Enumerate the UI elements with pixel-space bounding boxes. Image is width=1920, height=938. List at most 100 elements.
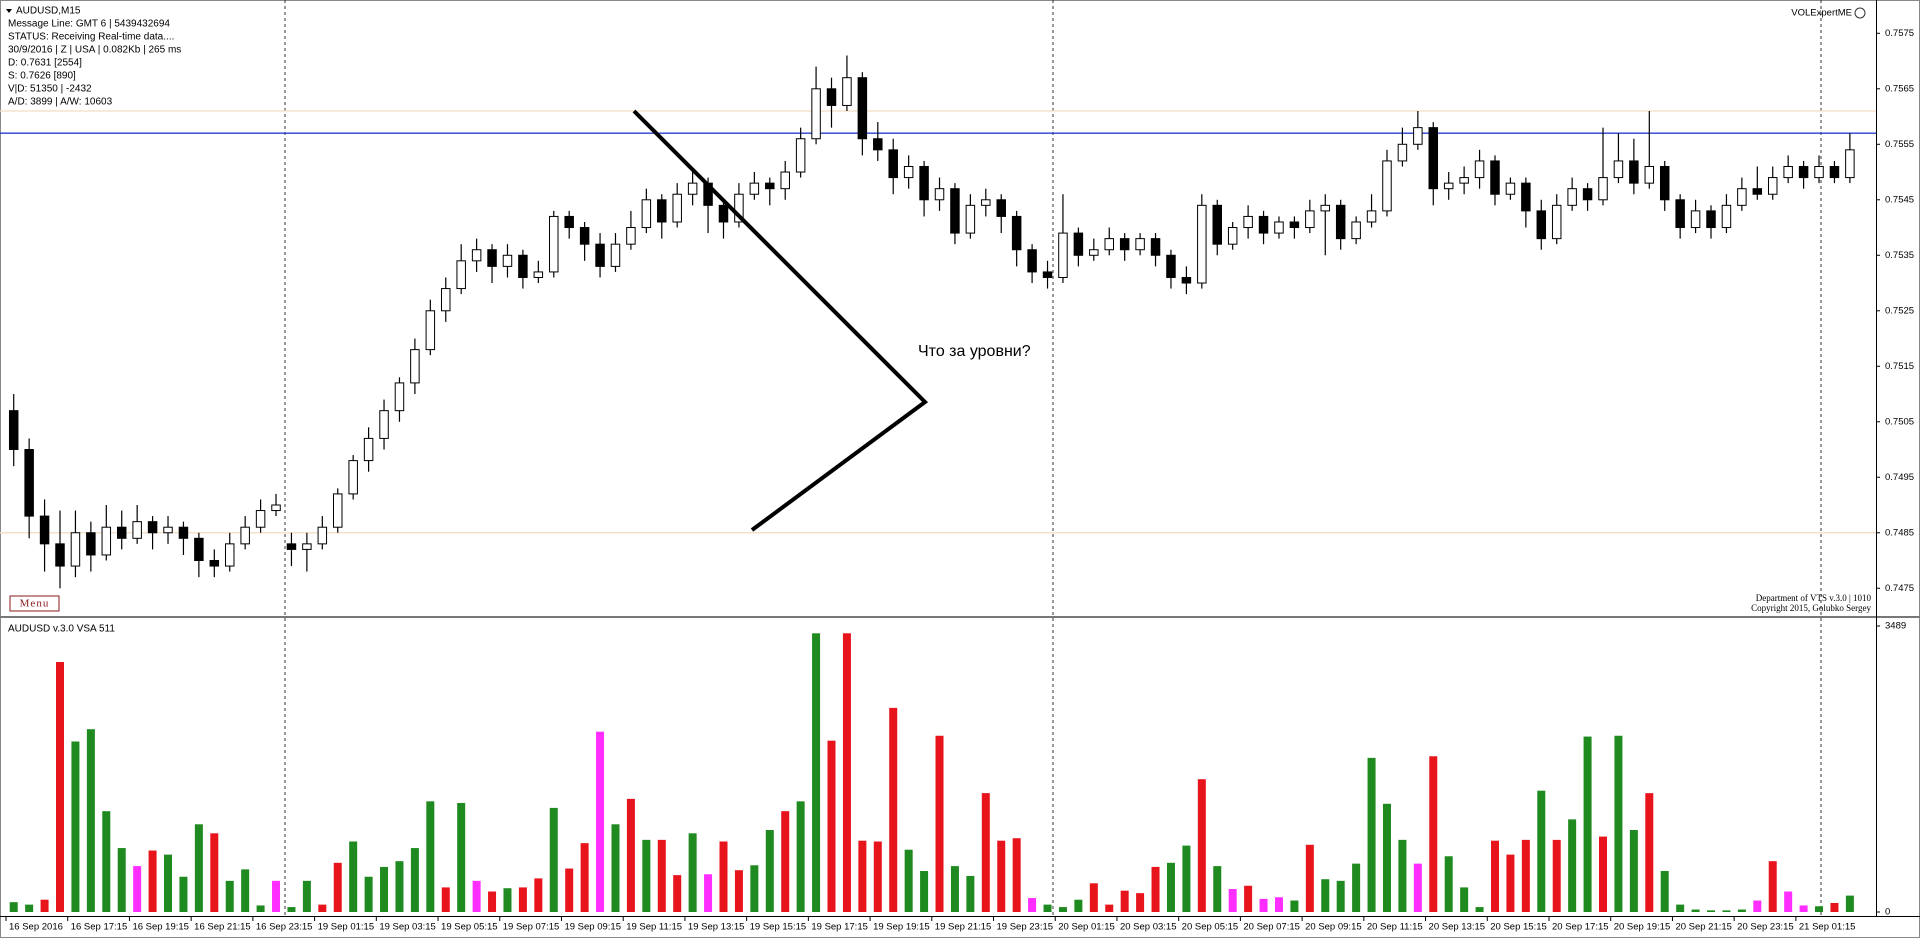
- candle-body: [1443, 182, 1454, 190]
- volume-bar: [1151, 866, 1160, 912]
- volume-bar: [194, 824, 203, 912]
- volume-bar: [1259, 898, 1268, 912]
- candle-body: [1289, 221, 1300, 229]
- volume-bar: [441, 887, 450, 912]
- candle-body: [1212, 204, 1222, 245]
- volume-bar: [1614, 735, 1623, 912]
- info-line: A/D: 3899 | A/W: 10603: [8, 97, 113, 108]
- x-tick-label: 16 Sep 21:15: [194, 922, 251, 933]
- volume-bar: [395, 861, 404, 912]
- volume-bar: [565, 868, 574, 912]
- footer-line: Copyright 2015, Golubko Sergey: [1751, 603, 1871, 613]
- volume-bar: [164, 854, 173, 912]
- candle-body: [178, 526, 189, 539]
- x-tick-label: 19 Sep 13:15: [688, 922, 745, 933]
- candle-body: [1845, 149, 1855, 179]
- volume-bar: [71, 741, 80, 912]
- volume-bar: [1398, 839, 1407, 912]
- volume-bar: [889, 707, 898, 912]
- volume-bar: [210, 833, 219, 912]
- volume-bar: [1676, 904, 1685, 912]
- candle-body: [24, 449, 34, 517]
- candle-body: [795, 138, 806, 173]
- volume-bar: [1244, 885, 1253, 912]
- candle-body: [749, 182, 760, 195]
- candle-body: [1181, 276, 1192, 284]
- candle-body: [657, 199, 667, 223]
- candle-body: [1351, 221, 1361, 240]
- candle-body: [1166, 254, 1176, 278]
- candle-body: [595, 243, 605, 267]
- candle-body: [934, 188, 945, 201]
- menu-label[interactable]: Menu: [20, 598, 50, 610]
- candle-body: [1721, 204, 1732, 229]
- info-line: V|D: 51350 | -2432: [8, 84, 92, 95]
- volume-bar: [920, 871, 929, 912]
- x-tick-label: 19 Sep 15:15: [750, 922, 807, 933]
- x-tick-label: 19 Sep 21:15: [935, 922, 992, 933]
- volume-bar: [302, 880, 311, 912]
- candle-body: [1150, 238, 1161, 256]
- info-line: STATUS: Receiving Real-time data....: [8, 32, 174, 43]
- candle-body: [672, 193, 682, 223]
- x-tick-label: 19 Sep 23:15: [997, 922, 1054, 933]
- candle-body: [1197, 204, 1207, 284]
- candle-body: [1227, 227, 1238, 245]
- menu-button[interactable]: [9, 595, 60, 612]
- x-tick-label: 20 Sep 03:15: [1120, 922, 1177, 933]
- volume-bar: [1830, 902, 1839, 912]
- volume-bar: [117, 848, 126, 912]
- volume-bar: [1629, 830, 1638, 912]
- volume-bar: [1583, 736, 1592, 912]
- volume-bar: [1537, 790, 1546, 912]
- volume-bar: [1105, 904, 1114, 912]
- candle-body: [780, 171, 790, 190]
- candle-body: [1135, 238, 1145, 251]
- volume-bar: [1645, 793, 1654, 912]
- volume-bar: [241, 869, 250, 912]
- y-tick-label: 0.7565: [1885, 83, 1914, 94]
- volume-bar: [549, 807, 558, 912]
- candle-body: [363, 437, 374, 462]
- x-tick-label: 16 Sep 23:15: [256, 922, 313, 933]
- candle-body: [1814, 165, 1824, 179]
- x-tick-label: 20 Sep 19:15: [1614, 922, 1671, 933]
- x-tick-label: 20 Sep 09:15: [1305, 922, 1362, 933]
- volume-bar: [750, 865, 759, 912]
- candle-body: [163, 526, 173, 534]
- candle-body: [718, 204, 729, 223]
- dropdown-icon[interactable]: [6, 9, 12, 13]
- info-panel: Message Line: GMT 6 | 5439432694 STATUS: …: [8, 19, 181, 108]
- candle-body: [549, 215, 559, 273]
- x-tick-label: 20 Sep 07:15: [1243, 922, 1300, 933]
- volume-bar: [827, 740, 836, 912]
- x-tick-label: 19 Sep 03:15: [379, 922, 436, 933]
- info-line: Message Line: GMT 6 | 5439432694: [8, 19, 170, 30]
- candle-body: [564, 215, 574, 229]
- candle-body: [255, 510, 266, 528]
- volume-bar: [1382, 803, 1391, 912]
- volume-bar: [1568, 819, 1577, 912]
- candle-body: [950, 188, 960, 234]
- volume-bar: [518, 887, 527, 912]
- candle-body: [842, 77, 852, 106]
- volume-bar: [950, 866, 959, 912]
- volume-bar: [1784, 891, 1793, 912]
- volume-bar: [1012, 838, 1021, 912]
- candle-body: [765, 182, 775, 190]
- candle-body: [533, 271, 544, 278]
- volume-bar: [1043, 904, 1052, 912]
- candle-body: [410, 349, 420, 384]
- volume-bar: [1058, 907, 1067, 912]
- volume-bar: [40, 899, 49, 912]
- volume-bars: [9, 633, 1854, 912]
- volume-bar: [1753, 900, 1762, 912]
- volume-bar: [1490, 840, 1499, 912]
- volume-bar: [179, 876, 188, 912]
- candle-body: [1073, 232, 1084, 256]
- candle-body: [811, 88, 821, 140]
- volume-bar: [1737, 909, 1746, 912]
- x-tick-label: 20 Sep 11:15: [1367, 922, 1423, 933]
